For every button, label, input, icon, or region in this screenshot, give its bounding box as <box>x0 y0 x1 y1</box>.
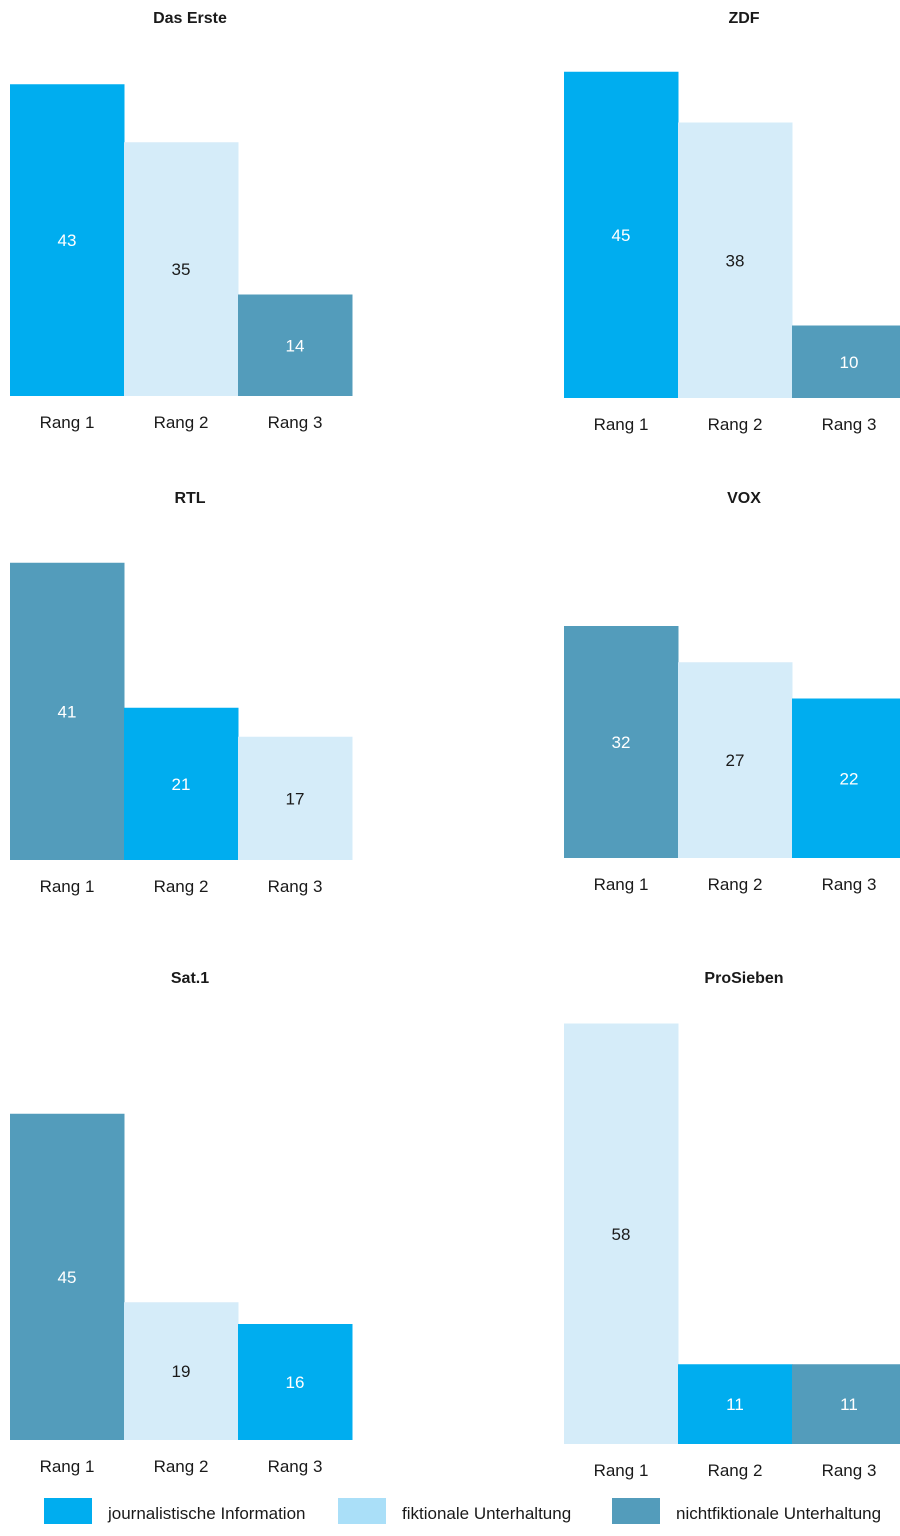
bar-value-label: 27 <box>726 751 745 770</box>
bar-rang-3 <box>792 325 900 398</box>
bar-value-label: 11 <box>840 1395 858 1414</box>
tick-label: Rang 3 <box>822 1461 877 1480</box>
chart-rtl: RTL 41 Rang 1 21 Rang 2 17 Rang 3 <box>10 480 370 940</box>
legend-label-info: journalistische Information <box>108 1504 306 1523</box>
chart-plot: 43 Rang 1 35 Rang 2 14 Rang 3 <box>10 84 353 432</box>
bar-value-label: 21 <box>172 775 191 794</box>
tick-label: Rang 3 <box>822 875 877 894</box>
bar-rang-1 <box>564 626 679 858</box>
chart-plot: 58 Rang 1 11 Rang 2 11 Rang 3 <box>564 1023 900 1480</box>
chart-title: Das Erste <box>153 10 227 27</box>
bar-value-label: 17 <box>286 789 305 808</box>
bar-value-label: 41 <box>58 702 77 721</box>
tick-label: Rang 3 <box>822 415 877 434</box>
bar-value-label: 19 <box>172 1362 191 1381</box>
legend: journalistische Information fiktionale U… <box>0 1496 900 1536</box>
bar-value-label: 38 <box>726 251 745 270</box>
tick-label: Rang 1 <box>40 877 95 896</box>
bar-value-label: 45 <box>58 1268 77 1287</box>
bar-value-label: 35 <box>172 260 191 279</box>
chart-prosieben: ProSieben 58 Rang 1 11 Rang 2 11 Rang 3 <box>564 960 900 1480</box>
legend-swatch-nichtfiktional <box>612 1498 660 1524</box>
tick-label: Rang 1 <box>40 1457 95 1476</box>
chart-title: RTL <box>174 490 206 507</box>
bar-rang-2 <box>678 1364 793 1444</box>
chart-plot: 45 Rang 1 19 Rang 2 16 Rang 3 <box>10 1113 353 1476</box>
bar-rang-3 <box>238 1324 353 1440</box>
tick-label: Rang 3 <box>268 877 323 896</box>
chart-title: ProSieben <box>704 970 784 987</box>
chart-title: Sat.1 <box>170 970 210 987</box>
chart-title: VOX <box>727 490 761 507</box>
chart-plot: 45 Rang 1 38 Rang 2 10 Rang 3 <box>564 71 900 434</box>
bar-rang-1 <box>10 84 125 396</box>
tick-label: Rang 1 <box>40 413 95 432</box>
bar-value-label: 22 <box>840 769 859 788</box>
tick-label: Rang 1 <box>594 415 649 434</box>
chart-zdf: ZDF 45 Rang 1 38 Rang 2 10 Rang 3 <box>564 0 900 460</box>
bar-value-label: 45 <box>612 226 631 245</box>
chart-das-erste: Das Erste 43 Rang 1 35 Rang 2 14 Rang 3 <box>10 0 370 460</box>
chart-sat-1: Sat.1 45 Rang 1 19 Rang 2 16 Rang 3 <box>10 960 370 1476</box>
bar-rang-3 <box>792 1364 900 1444</box>
chart-title: ZDF <box>728 10 760 27</box>
legend-swatch-info <box>44 1498 92 1524</box>
tick-label: Rang 2 <box>154 413 209 432</box>
tick-label: Rang 1 <box>594 875 649 894</box>
legend-label-nichtfiktional: nichtfiktionale Unterhaltung <box>676 1504 882 1523</box>
bar-rang-1 <box>564 1023 679 1444</box>
legend-label-fiktional: fiktionale Unterhaltung <box>402 1504 572 1523</box>
bar-value-label: 11 <box>726 1395 744 1414</box>
bar-rang-2 <box>124 1302 239 1440</box>
bar-rang-3 <box>792 698 900 858</box>
tick-label: Rang 2 <box>154 877 209 896</box>
tick-label: Rang 2 <box>154 1457 209 1476</box>
tick-label: Rang 3 <box>268 1457 323 1476</box>
bar-rang-1 <box>564 71 679 398</box>
bar-rang-3 <box>238 736 353 860</box>
bar-rang-2 <box>124 707 239 860</box>
bar-value-label: 32 <box>612 733 631 752</box>
tick-label: Rang 2 <box>708 875 763 894</box>
bar-value-label: 10 <box>840 353 859 372</box>
tick-label: Rang 2 <box>708 415 763 434</box>
chart-plot: 32 Rang 1 27 Rang 2 22 Rang 3 <box>564 626 900 894</box>
bar-value-label: 16 <box>286 1373 305 1392</box>
tick-label: Rang 1 <box>594 1461 649 1480</box>
bar-rang-1 <box>10 562 125 860</box>
bar-rang-1 <box>10 1113 125 1440</box>
bar-value-label: 14 <box>286 336 305 355</box>
bar-rang-2 <box>124 142 239 396</box>
bar-rang-3 <box>238 294 353 396</box>
bar-value-label: 43 <box>58 231 77 250</box>
bar-rang-2 <box>678 122 793 398</box>
chart-vox: VOX 32 Rang 1 27 Rang 2 22 Rang 3 <box>564 480 900 940</box>
chart-plot: 41 Rang 1 21 Rang 2 17 Rang 3 <box>10 562 353 896</box>
legend-swatch-fiktional <box>338 1498 386 1524</box>
bar-rang-2 <box>678 662 793 858</box>
tick-label: Rang 2 <box>708 1461 763 1480</box>
bar-value-label: 58 <box>612 1225 631 1244</box>
tick-label: Rang 3 <box>268 413 323 432</box>
